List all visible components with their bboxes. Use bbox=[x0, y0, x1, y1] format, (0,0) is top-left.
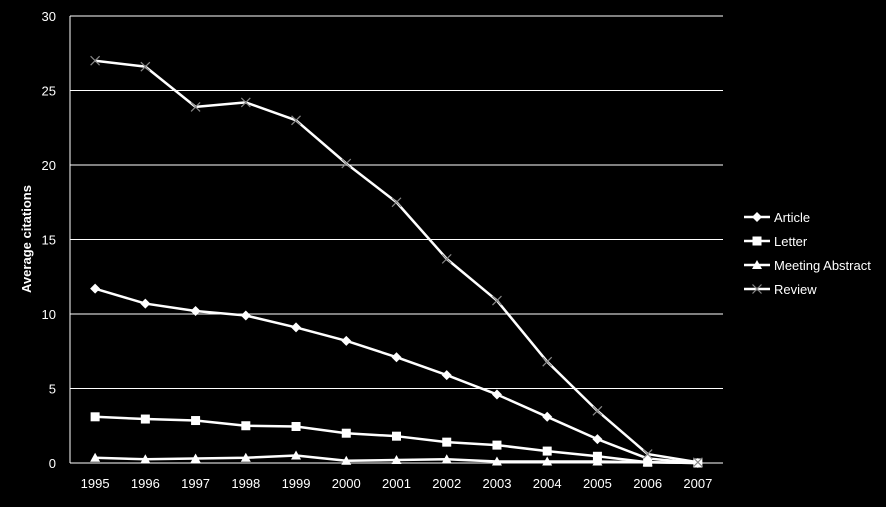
point-review-2007 bbox=[692, 457, 703, 468]
x-tick-labels: 1995 1996 1997 1998 1999 2000 2001 2002 2003 2004… bbox=[81, 476, 713, 491]
x-tick-2002: 2002 bbox=[432, 476, 461, 491]
legend-marker-article bbox=[752, 212, 762, 222]
legend: Article Letter Meeting Abstract Review bbox=[744, 210, 871, 297]
x-tick-2001: 2001 bbox=[382, 476, 411, 491]
point-meeting-abstract-2004 bbox=[542, 456, 553, 466]
point-letter-2002 bbox=[442, 437, 452, 447]
point-review-1999 bbox=[291, 115, 301, 126]
x-tick-2007: 2007 bbox=[683, 476, 712, 491]
point-letter-1999 bbox=[291, 421, 301, 431]
point-meeting-abstract-1999 bbox=[291, 450, 302, 460]
legend-marker-review bbox=[752, 284, 762, 294]
point-letter-2001 bbox=[392, 431, 401, 441]
point-review-1997 bbox=[190, 101, 201, 112]
y-tick-labels: 0 5 10 15 20 25 30 bbox=[42, 9, 56, 471]
point-review-2004 bbox=[542, 356, 553, 367]
legend-item-article: Article bbox=[744, 210, 810, 225]
x-tick-2003: 2003 bbox=[483, 476, 512, 491]
y-tick-15: 15 bbox=[42, 233, 56, 248]
y-axis-label: Average citations bbox=[19, 185, 34, 293]
x-tick-1995: 1995 bbox=[81, 476, 110, 491]
point-letter-1995 bbox=[90, 412, 100, 422]
legend-label-article: Article bbox=[774, 210, 810, 225]
y-tick-0: 0 bbox=[49, 456, 56, 471]
point-meeting-abstract-2000 bbox=[341, 455, 352, 465]
point-letter-1998 bbox=[241, 421, 251, 431]
legend-marker-letter bbox=[752, 236, 762, 246]
y-tick-25: 25 bbox=[42, 84, 56, 99]
legend-item-review: Review bbox=[744, 282, 817, 297]
point-article-2000 bbox=[341, 335, 352, 346]
point-article-2003 bbox=[491, 389, 502, 400]
point-meeting-abstract-1998 bbox=[240, 452, 251, 462]
point-review-2006 bbox=[642, 449, 653, 459]
legend-label-meeting-abstract: Meeting Abstract bbox=[774, 258, 871, 273]
x-tick-2005: 2005 bbox=[583, 476, 612, 491]
point-review-1998 bbox=[240, 97, 251, 108]
point-review-2002 bbox=[441, 253, 452, 264]
legend-item-letter: Letter bbox=[744, 234, 808, 249]
point-review-2000 bbox=[341, 158, 352, 169]
series-review bbox=[90, 55, 703, 468]
point-meeting-abstract-2006 bbox=[642, 457, 653, 467]
point-article-1997 bbox=[190, 306, 201, 317]
point-letter-1996 bbox=[140, 414, 150, 424]
x-tick-1999: 1999 bbox=[282, 476, 311, 491]
point-article-1998 bbox=[240, 310, 251, 321]
y-tick-10: 10 bbox=[42, 307, 56, 322]
point-meeting-abstract-2002 bbox=[441, 454, 452, 464]
point-article-2004 bbox=[542, 411, 553, 422]
point-meeting-abstract-1997 bbox=[190, 453, 201, 463]
point-article-2005 bbox=[592, 434, 603, 445]
y-tick-30: 30 bbox=[42, 9, 56, 24]
point-letter-2005 bbox=[592, 451, 602, 461]
point-review-2005 bbox=[592, 405, 603, 416]
point-review-2003 bbox=[492, 295, 502, 306]
point-article-2002 bbox=[441, 370, 452, 381]
point-article-1999 bbox=[291, 322, 302, 333]
point-meeting-abstract-1995 bbox=[90, 452, 101, 462]
x-tick-1996: 1996 bbox=[131, 476, 160, 491]
point-review-2001 bbox=[391, 197, 402, 208]
point-letter-2004 bbox=[542, 446, 552, 456]
point-letter-2003 bbox=[492, 440, 502, 450]
x-tick-2006: 2006 bbox=[633, 476, 662, 491]
x-tick-1997: 1997 bbox=[181, 476, 210, 491]
x-tick-1998: 1998 bbox=[231, 476, 260, 491]
y-tick-5: 5 bbox=[49, 382, 56, 397]
point-review-1995 bbox=[90, 55, 101, 66]
series-lines bbox=[90, 55, 703, 468]
point-meeting-abstract-2001 bbox=[391, 455, 402, 465]
legend-label-letter: Letter bbox=[774, 234, 808, 249]
gridlines bbox=[69, 15, 723, 464]
point-letter-1997 bbox=[191, 416, 201, 426]
y-tick-20: 20 bbox=[42, 158, 56, 173]
x-tick-2004: 2004 bbox=[533, 476, 562, 491]
legend-label-review: Review bbox=[774, 282, 817, 297]
x-tick-2000: 2000 bbox=[332, 476, 361, 491]
point-letter-2000 bbox=[341, 428, 351, 438]
point-meeting-abstract-2003 bbox=[491, 456, 502, 466]
legend-marker-meeting-abstract bbox=[752, 260, 762, 269]
point-review-1996 bbox=[140, 61, 151, 72]
legend-item-meeting-abstract: Meeting Abstract bbox=[744, 258, 871, 273]
point-article-1995 bbox=[90, 283, 101, 294]
point-meeting-abstract-2005 bbox=[592, 456, 603, 466]
point-meeting-abstract-1996 bbox=[140, 454, 151, 464]
point-article-1996 bbox=[140, 298, 151, 309]
point-article-2001 bbox=[391, 352, 402, 363]
